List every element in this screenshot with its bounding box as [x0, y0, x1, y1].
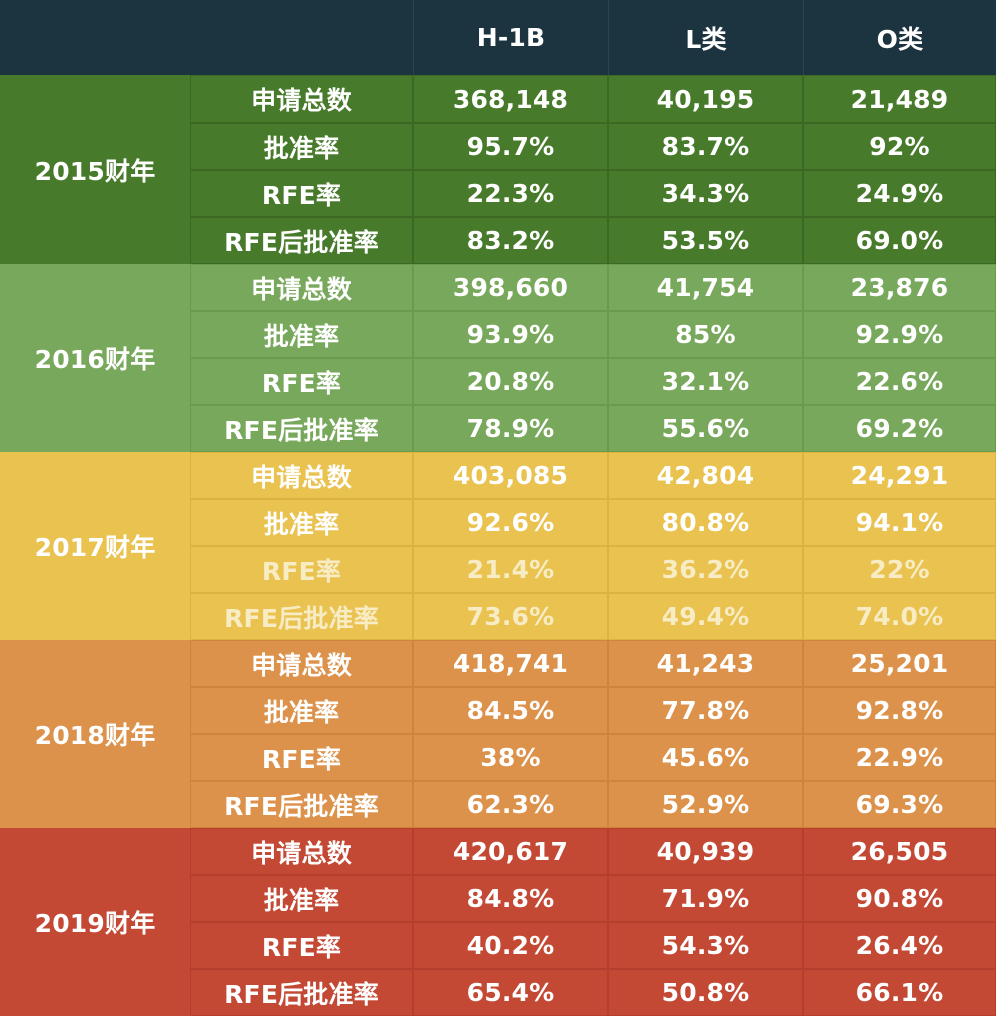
value-cell: 20.8% [413, 358, 608, 405]
value-cell: 41,243 [608, 640, 803, 687]
metric-label: 申请总数 [190, 452, 413, 499]
value-cell: 69.0% [803, 217, 996, 264]
metric-label: 批准率 [190, 687, 413, 734]
value-cell: 83.7% [608, 123, 803, 170]
metric-label: RFE后批准率 [190, 405, 413, 452]
value-cell: 403,085 [413, 452, 608, 499]
value-cell: 34.3% [608, 170, 803, 217]
value-cell: 26.4% [803, 922, 996, 969]
value-cell: 50.8% [608, 969, 803, 1016]
value-cell: 22% [803, 546, 996, 593]
value-cell: 32.1% [608, 358, 803, 405]
metric-label: RFE率 [190, 734, 413, 781]
value-cell: 41,754 [608, 264, 803, 311]
metric-label: RFE率 [190, 546, 413, 593]
value-cell: 22.3% [413, 170, 608, 217]
header-metric-cell [190, 0, 413, 75]
metric-label: 申请总数 [190, 828, 413, 875]
value-cell: 26,505 [803, 828, 996, 875]
metric-label: 批准率 [190, 875, 413, 922]
value-cell: 398,660 [413, 264, 608, 311]
value-cell: 24,291 [803, 452, 996, 499]
value-cell: 23,876 [803, 264, 996, 311]
value-cell: 52.9% [608, 781, 803, 828]
metric-label: 申请总数 [190, 264, 413, 311]
metric-label: RFE后批准率 [190, 969, 413, 1016]
value-cell: 74.0% [803, 593, 996, 640]
value-cell: 45.6% [608, 734, 803, 781]
value-cell: 92% [803, 123, 996, 170]
value-cell: 84.5% [413, 687, 608, 734]
value-cell: 92.8% [803, 687, 996, 734]
value-cell: 62.3% [413, 781, 608, 828]
value-cell: 83.2% [413, 217, 608, 264]
value-cell: 84.8% [413, 875, 608, 922]
value-cell: 21.4% [413, 546, 608, 593]
value-cell: 418,741 [413, 640, 608, 687]
value-cell: 69.3% [803, 781, 996, 828]
header-year-cell [0, 0, 190, 75]
value-cell: 55.6% [608, 405, 803, 452]
value-cell: 78.9% [413, 405, 608, 452]
year-label-2019: 2019财年 [0, 828, 190, 1016]
value-cell: 25,201 [803, 640, 996, 687]
metric-label: 批准率 [190, 123, 413, 170]
metric-label: RFE后批准率 [190, 593, 413, 640]
value-cell: 93.9% [413, 311, 608, 358]
metric-label: RFE率 [190, 170, 413, 217]
year-label-2018: 2018财年 [0, 640, 190, 828]
value-cell: 71.9% [608, 875, 803, 922]
value-cell: 22.6% [803, 358, 996, 405]
metric-label: 申请总数 [190, 640, 413, 687]
value-cell: 65.4% [413, 969, 608, 1016]
value-cell: 77.8% [608, 687, 803, 734]
metric-label: 申请总数 [190, 75, 413, 123]
value-cell: 73.6% [413, 593, 608, 640]
value-cell: 92.6% [413, 499, 608, 546]
value-cell: 36.2% [608, 546, 803, 593]
header-o-class: O类 [803, 0, 996, 75]
value-cell: 42,804 [608, 452, 803, 499]
value-cell: 66.1% [803, 969, 996, 1016]
value-cell: 40,195 [608, 75, 803, 123]
value-cell: 85% [608, 311, 803, 358]
value-cell: 368,148 [413, 75, 608, 123]
value-cell: 40,939 [608, 828, 803, 875]
value-cell: 53.5% [608, 217, 803, 264]
header-l-class: L类 [608, 0, 803, 75]
value-cell: 92.9% [803, 311, 996, 358]
metric-label: 批准率 [190, 499, 413, 546]
metric-label: RFE后批准率 [190, 781, 413, 828]
value-cell: 90.8% [803, 875, 996, 922]
value-cell: 80.8% [608, 499, 803, 546]
metric-label: RFE率 [190, 358, 413, 405]
value-cell: 21,489 [803, 75, 996, 123]
value-cell: 40.2% [413, 922, 608, 969]
value-cell: 94.1% [803, 499, 996, 546]
metric-label: RFE率 [190, 922, 413, 969]
value-cell: 95.7% [413, 123, 608, 170]
header-h1b: H-1B [413, 0, 608, 75]
value-cell: 24.9% [803, 170, 996, 217]
value-cell: 38% [413, 734, 608, 781]
metric-label: RFE后批准率 [190, 217, 413, 264]
value-cell: 69.2% [803, 405, 996, 452]
metric-label: 批准率 [190, 311, 413, 358]
value-cell: 22.9% [803, 734, 996, 781]
value-cell: 420,617 [413, 828, 608, 875]
value-cell: 49.4% [608, 593, 803, 640]
year-label-2015: 2015财年 [0, 75, 190, 264]
year-label-2017: 2017财年 [0, 452, 190, 640]
year-label-2016: 2016财年 [0, 264, 190, 452]
value-cell: 54.3% [608, 922, 803, 969]
